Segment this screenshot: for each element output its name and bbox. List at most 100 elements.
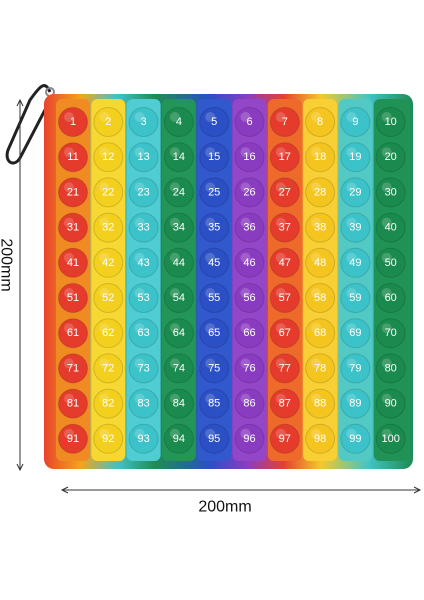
cell-number: 8	[317, 116, 323, 128]
bubble-shine	[240, 112, 251, 122]
cell-number: 72	[102, 362, 114, 374]
bubble-shine	[169, 323, 180, 334]
pop-bubble	[340, 423, 371, 454]
bubble-shine	[99, 112, 110, 122]
cell-number: 90	[385, 398, 397, 410]
bubble-shine	[99, 358, 110, 369]
cell-number: 44	[173, 257, 185, 269]
pop-bubble	[58, 388, 88, 419]
pop-bubble	[199, 142, 230, 173]
pop-bubble	[58, 177, 88, 208]
cell-number: 7	[282, 116, 288, 128]
cell-number: 20	[385, 151, 397, 163]
pop-bubble	[305, 107, 336, 137]
pop-bubble	[58, 318, 88, 349]
cell-number: 5	[211, 116, 217, 128]
cell-number: 52	[102, 292, 114, 304]
bubble-shine	[275, 428, 286, 439]
cell-number: 18	[314, 151, 326, 163]
bubble-shine	[311, 147, 322, 158]
cell-number: 74	[173, 362, 185, 374]
pop-bubble	[93, 107, 124, 137]
pop-bubble	[199, 423, 230, 454]
cell-number: 87	[279, 398, 291, 410]
cell-number: 22	[102, 186, 114, 198]
bubble-shine	[205, 182, 216, 193]
bubble-shine	[240, 252, 251, 263]
cell-number: 15	[208, 151, 220, 163]
pop-bubble	[128, 107, 159, 137]
bubble-shine	[169, 147, 180, 158]
bubble-shine	[64, 323, 74, 334]
cell-number: 85	[208, 398, 220, 410]
pop-bubble	[128, 177, 159, 208]
pop-bubble	[163, 142, 194, 173]
pop-bubble	[375, 388, 406, 419]
cell-number: 62	[102, 327, 114, 339]
cell-number: 27	[279, 186, 291, 198]
bubble-shine	[381, 393, 392, 404]
cell-number: 75	[208, 362, 220, 374]
bubble-shine	[99, 147, 110, 158]
bubble-shine	[346, 393, 357, 404]
bubble-shine	[134, 288, 145, 298]
bubble-shine	[169, 252, 180, 263]
cell-number: 14	[173, 151, 185, 163]
cell-number: 91	[67, 433, 79, 445]
pop-bubble	[305, 177, 336, 208]
cell-number: 93	[137, 433, 149, 445]
pop-bubble	[163, 177, 194, 208]
bubble-shine	[346, 252, 357, 263]
bubble-shine	[346, 288, 357, 298]
pop-bubble	[199, 107, 230, 137]
bubble-shine	[240, 288, 251, 298]
pop-bubble	[128, 388, 159, 419]
cell-number: 83	[137, 398, 149, 410]
bubble-shine	[169, 428, 180, 439]
bubble-shine	[311, 428, 322, 439]
pop-bubble	[199, 283, 230, 313]
bubble-shine	[275, 182, 286, 193]
cell-number: 57	[279, 292, 291, 304]
cell-number: 39	[349, 222, 361, 234]
cell-number: 42	[102, 257, 114, 269]
bubble-shine	[381, 358, 392, 369]
cell-number: 55	[208, 292, 220, 304]
cell-number: 99	[349, 433, 361, 445]
pop-bubble	[93, 283, 124, 313]
bubble-shine	[275, 393, 286, 404]
pop-bubble	[234, 107, 265, 137]
cell-number: 43	[137, 257, 149, 269]
bubble-shine	[134, 147, 145, 158]
pop-bubble	[375, 247, 406, 278]
bubble-shine	[381, 217, 392, 228]
bubble-shine	[275, 147, 286, 158]
pop-bubble	[234, 247, 265, 278]
bubble-shine	[240, 428, 251, 439]
bubble-shine	[134, 182, 145, 193]
pop-bubble	[163, 247, 194, 278]
bubble-shine	[346, 217, 357, 228]
cell-number: 73	[137, 362, 149, 374]
bubble-shine	[134, 217, 145, 228]
pop-bubble	[340, 283, 371, 313]
bubble-shine	[205, 428, 216, 439]
cell-number: 70	[385, 327, 397, 339]
bubble-shine	[169, 393, 180, 404]
bubble-shine	[381, 252, 392, 263]
pop-bubble	[340, 177, 371, 208]
pop-bubble	[269, 283, 300, 313]
bubble-shine	[381, 288, 392, 298]
cell-number: 97	[279, 433, 291, 445]
bubble-shine	[64, 252, 74, 263]
pop-bubble	[375, 142, 406, 173]
pop-bubble	[305, 353, 336, 384]
pop-bubble	[269, 318, 300, 349]
pop-bubble	[93, 177, 124, 208]
bubble-shine	[381, 147, 392, 158]
cell-number: 78	[314, 362, 326, 374]
bubble-shine	[346, 182, 357, 193]
pop-bubble	[269, 212, 300, 243]
bubble-shine	[311, 252, 322, 263]
